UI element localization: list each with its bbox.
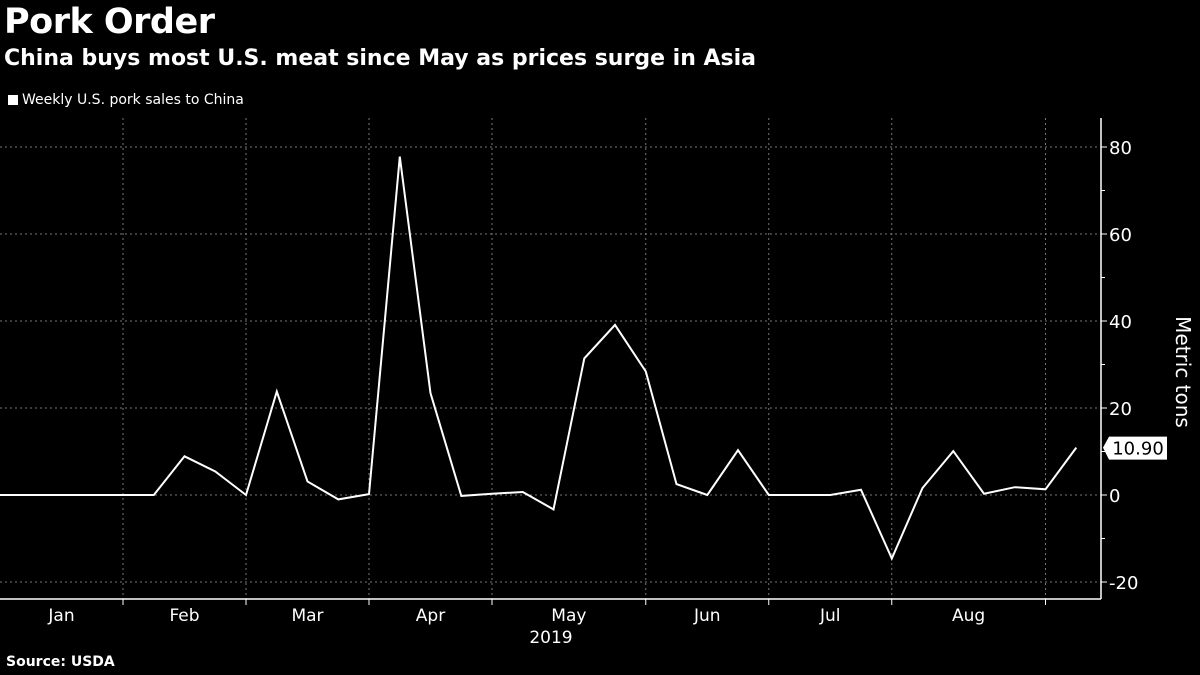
chart-subtitle: China buys most U.S. meat since May as p… xyxy=(4,46,757,71)
last-value-label: 10.90 xyxy=(1112,439,1164,460)
x-axis-year-label: 2019 xyxy=(529,628,572,648)
x-tick-label: Mar xyxy=(291,606,323,626)
x-tick-label: Feb xyxy=(169,606,199,626)
y-tick-label: 40 xyxy=(1109,312,1132,333)
x-tick-label: Aug xyxy=(952,606,985,626)
series-line xyxy=(0,156,1078,561)
y-tick-label: 0 xyxy=(1109,486,1120,507)
y-tick-label: 20 xyxy=(1109,399,1132,420)
x-tick-label: Jun xyxy=(693,606,721,626)
y-axis-title: Metric tons xyxy=(1171,316,1195,428)
x-tick-label: Jul xyxy=(819,606,841,626)
y-tick-label: 60 xyxy=(1109,225,1132,246)
legend-swatch xyxy=(8,95,18,105)
legend: Weekly U.S. pork sales to China xyxy=(8,92,244,108)
x-tick-label: May xyxy=(551,606,586,626)
source-note: Source: USDA xyxy=(6,654,115,670)
legend-label: Weekly U.S. pork sales to China xyxy=(22,92,244,108)
y-tick-label: 80 xyxy=(1109,138,1132,159)
last-value-badge xyxy=(1103,436,1167,460)
y-tick-label: -20 xyxy=(1109,573,1138,594)
chart-title: Pork Order xyxy=(4,2,215,42)
x-tick-label: Apr xyxy=(416,606,445,626)
x-tick-label: Jan xyxy=(47,606,74,626)
